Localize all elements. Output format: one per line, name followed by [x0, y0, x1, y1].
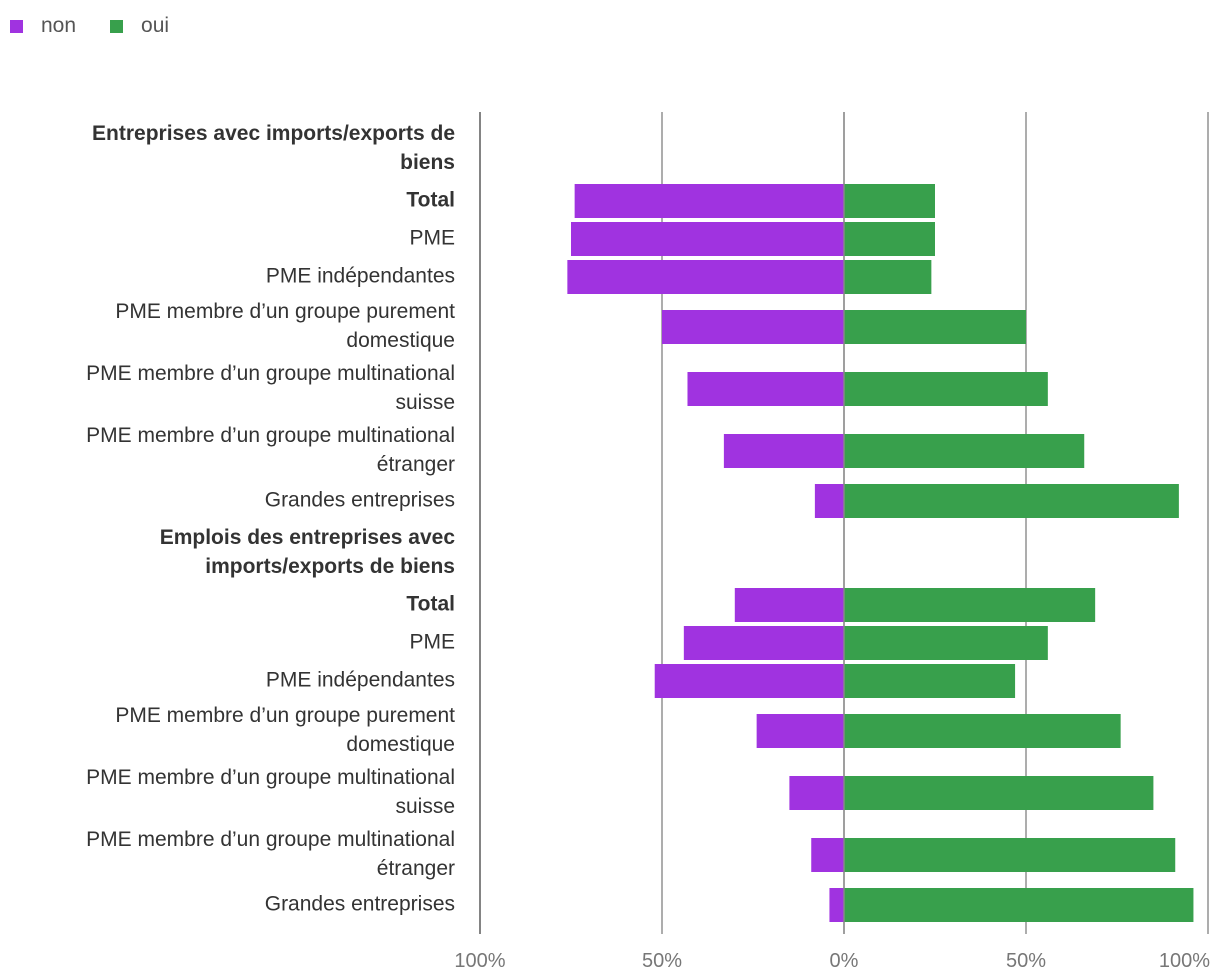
legend-swatch-oui [110, 19, 124, 33]
legend: non oui [10, 12, 203, 40]
bar-non[interactable] [756, 714, 844, 748]
legend-label-non: non [41, 14, 77, 37]
bar-oui[interactable] [844, 484, 1179, 518]
bar-non[interactable] [734, 588, 844, 622]
bar-oui[interactable] [844, 372, 1048, 406]
category-label: PME membre d’un groupe multinational [86, 362, 455, 385]
category-label: PME indépendantes [266, 669, 455, 692]
x-tick-label: 50% [1006, 950, 1046, 972]
group-heading: imports/exports de biens [205, 555, 455, 578]
bar-non[interactable] [662, 310, 844, 344]
category-label: PME [409, 227, 455, 250]
bar-oui[interactable] [844, 434, 1085, 468]
category-label: PME membre d’un groupe multinational [86, 766, 455, 789]
category-label: Grandes entreprises [265, 893, 455, 916]
bar-oui[interactable] [844, 260, 932, 294]
x-tick-label: 100% [454, 950, 505, 972]
bar-oui[interactable] [844, 222, 935, 256]
x-tick-label: 100% [1159, 950, 1210, 972]
category-label: domestique [346, 733, 455, 756]
category-label: PME membre d’un groupe multinational [86, 828, 455, 851]
bar-oui[interactable] [844, 838, 1176, 872]
category-label: PME indépendantes [266, 265, 455, 288]
legend-item-non[interactable]: non [10, 14, 76, 38]
legend-swatch-non [10, 19, 23, 33]
bar-non[interactable] [654, 664, 844, 698]
bar-non[interactable] [789, 776, 844, 810]
bar-non[interactable] [829, 888, 844, 922]
bar-non[interactable] [567, 260, 844, 294]
bar-oui[interactable] [844, 664, 1016, 698]
category-label: PME [409, 631, 455, 654]
category-label: suisse [395, 391, 455, 414]
group-heading: biens [400, 151, 455, 174]
bar-non[interactable] [687, 372, 844, 406]
category-label: Total [406, 189, 455, 212]
bar-non[interactable] [814, 484, 844, 518]
x-tick-label: 0% [830, 950, 859, 972]
x-tick-label: 50% [642, 950, 682, 972]
bar-oui[interactable] [844, 714, 1121, 748]
bar-oui[interactable] [844, 776, 1154, 810]
group-heading: Entreprises avec imports/exports de [92, 122, 455, 145]
bar-oui[interactable] [844, 588, 1096, 622]
category-label: suisse [395, 795, 455, 818]
category-label: étranger [377, 857, 455, 880]
bar-oui[interactable] [844, 184, 935, 218]
category-label: PME membre d’un groupe multinational [86, 424, 455, 447]
bar-non[interactable] [811, 838, 844, 872]
category-label: PME membre d’un groupe purement [115, 300, 455, 323]
bar-oui[interactable] [844, 626, 1048, 660]
bar-non[interactable] [683, 626, 844, 660]
legend-item-oui[interactable]: oui [110, 14, 169, 38]
legend-label-oui: oui [141, 14, 170, 37]
category-label: étranger [377, 453, 455, 476]
bar-oui[interactable] [844, 310, 1026, 344]
category-label: Total [406, 593, 455, 616]
category-label: domestique [346, 329, 455, 352]
group-heading: Emplois des entreprises avec [160, 526, 456, 549]
category-label: Grandes entreprises [265, 489, 455, 512]
category-label: PME membre d’un groupe purement [115, 704, 455, 727]
bar-non[interactable] [571, 222, 844, 256]
bar-non[interactable] [723, 434, 844, 468]
bar-oui[interactable] [844, 888, 1194, 922]
bar-non[interactable] [574, 184, 844, 218]
